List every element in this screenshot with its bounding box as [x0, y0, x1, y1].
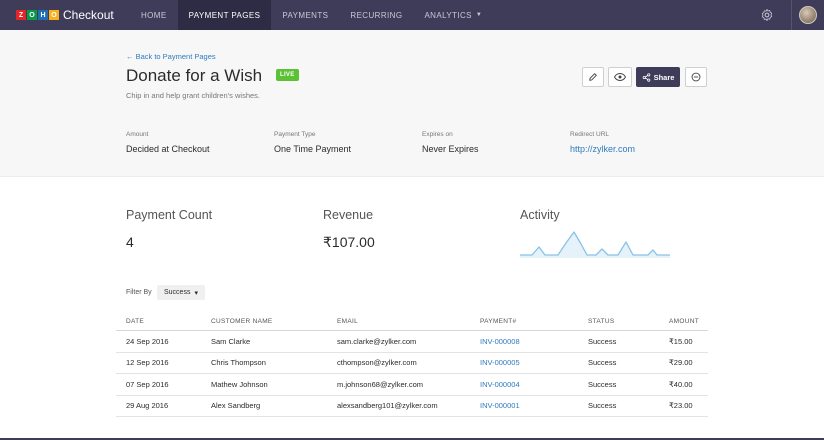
chevron-down-icon: ▾: [194, 289, 198, 297]
eye-icon: [614, 72, 626, 82]
activity-sparkline: [520, 231, 670, 258]
table-row[interactable]: 24 Sep 2016 Sam Clarke sam.clarke@zylker…: [116, 331, 708, 353]
payment-count-value: 4: [126, 234, 134, 250]
nav-home[interactable]: HOME: [130, 0, 178, 30]
column-header-payment[interactable]: PAYMENT#: [480, 317, 517, 325]
nav-home-label: HOME: [141, 10, 167, 20]
meta-expires-on-value: Never Expires: [422, 144, 479, 154]
table-row[interactable]: 29 Aug 2016 Alex Sandberg alexsandberg10…: [116, 396, 708, 417]
cell-date: 12 Sep 2016: [126, 358, 169, 368]
payments-table: DATE CUSTOMER NAME EMAIL PAYMENT# STATUS…: [116, 312, 708, 417]
payment-link[interactable]: INV-000004: [480, 379, 520, 389]
nav-analytics[interactable]: ANALYTICS ▼: [413, 0, 493, 30]
meta-expires-on-label: Expires on: [422, 131, 453, 138]
payment-link[interactable]: INV-000008: [480, 336, 520, 346]
nav-analytics-label: ANALYTICS: [424, 10, 472, 20]
activity-stat: Activity: [520, 208, 560, 222]
cell-customer-name: Alex Sandberg: [211, 401, 261, 411]
cell-customer-name: Chris Thompson: [211, 358, 266, 368]
logo-letter: H: [38, 10, 48, 20]
logo-letter: Z: [16, 10, 26, 20]
column-header-email[interactable]: EMAIL: [337, 317, 359, 325]
payment-page-header: ← Back to Payment Pages Donate for a Wis…: [0, 30, 824, 177]
nav-recurring-label: RECURRING: [350, 10, 403, 20]
meta-redirect-url-label: Redirect URL: [570, 131, 610, 138]
cell-date: 29 Aug 2016: [126, 401, 169, 411]
filter-by-label: Filter By: [126, 289, 152, 296]
nav-recurring[interactable]: RECURRING: [339, 0, 413, 30]
share-icon: [642, 72, 650, 82]
meta-payment-type: Payment Type One Time Payment: [274, 131, 351, 154]
payment-count-stat: Payment Count 4: [126, 208, 212, 250]
cell-amount: ₹29.00: [669, 358, 693, 368]
bottom-border: [0, 438, 824, 440]
payment-link[interactable]: INV-000001: [480, 401, 520, 411]
table-header-row: DATE CUSTOMER NAME EMAIL PAYMENT# STATUS…: [116, 312, 708, 331]
payment-link[interactable]: INV-000005: [480, 358, 520, 368]
product-name: Checkout: [63, 8, 114, 22]
cell-amount: ₹23.00: [669, 401, 693, 411]
nav-payment-pages[interactable]: PAYMENT PAGES: [177, 0, 272, 30]
avatar: [799, 6, 817, 24]
circle-minus-icon: [691, 72, 701, 82]
redirect-url-link[interactable]: http://zylker.com: [570, 144, 636, 154]
chevron-down-icon: ▼: [475, 12, 483, 18]
pencil-icon: [589, 73, 597, 81]
status-filter-value: Success: [164, 289, 191, 296]
user-menu[interactable]: [791, 0, 824, 30]
page-title: Donate for a Wish: [126, 66, 263, 85]
meta-expires-on: Expires on Never Expires: [422, 131, 479, 154]
edit-button[interactable]: [582, 67, 604, 87]
meta-payment-type-label: Payment Type: [274, 131, 316, 138]
cell-email: cthompson@zylker.com: [337, 358, 417, 368]
column-header-amount[interactable]: AMOUNT: [669, 317, 699, 325]
cell-date: 24 Sep 2016: [126, 336, 169, 346]
preview-button[interactable]: [608, 67, 632, 87]
meta-amount: Amount Decided at Checkout: [126, 131, 210, 154]
meta-redirect-url: Redirect URL http://zylker.com: [570, 131, 635, 154]
nav-payments-label: PAYMENTS: [282, 10, 329, 20]
revenue-value: ₹107.00: [323, 234, 375, 250]
top-navbar: Z O H O Checkout HOME PAYMENT PAGES PAYM…: [0, 0, 824, 30]
nav-payments[interactable]: PAYMENTS: [271, 0, 339, 30]
share-button-label: Share: [653, 72, 675, 82]
meta-amount-value: Decided at Checkout: [126, 144, 210, 154]
revenue-label: Revenue: [323, 208, 374, 222]
cell-customer-name: Sam Clarke: [211, 336, 251, 346]
nav-payment-pages-label: PAYMENT PAGES: [188, 10, 261, 20]
cell-status: Success: [588, 358, 617, 368]
more-options-button[interactable]: [685, 67, 707, 87]
cell-amount: ₹15.00: [669, 336, 693, 346]
page-description: Chip in and help grant children's wishes…: [126, 91, 261, 100]
cell-amount: ₹40.00: [669, 379, 693, 389]
table-row[interactable]: 12 Sep 2016 Chris Thompson cthompson@zyl…: [116, 353, 708, 374]
logo-letter: O: [27, 10, 37, 20]
main-nav: HOME PAYMENT PAGES PAYMENTS RECURRING AN…: [130, 0, 493, 30]
table-row[interactable]: 07 Sep 2016 Mathew Johnson m.johnson68@z…: [116, 374, 708, 396]
meta-payment-type-value: One Time Payment: [274, 144, 352, 154]
zoho-logo-letters: Z O H O: [16, 10, 59, 20]
cell-email: alexsandberg101@zylker.com: [337, 401, 438, 411]
column-header-date[interactable]: DATE: [126, 317, 145, 325]
cell-email: sam.clarke@zylker.com: [337, 336, 417, 346]
cell-customer-name: Mathew Johnson: [211, 379, 268, 389]
cell-status: Success: [588, 336, 617, 346]
activity-label: Activity: [520, 208, 560, 222]
status-badge: LIVE: [276, 69, 299, 81]
status-filter-dropdown[interactable]: Success ▾: [157, 285, 205, 300]
cell-status: Success: [588, 401, 617, 411]
zoho-checkout-logo[interactable]: Z O H O Checkout: [16, 8, 116, 22]
gear-icon[interactable]: [760, 8, 774, 22]
column-header-status[interactable]: STATUS: [588, 317, 615, 325]
share-button[interactable]: Share: [636, 67, 680, 87]
revenue-stat: Revenue ₹107.00: [323, 208, 375, 251]
meta-amount-label: Amount: [126, 131, 149, 138]
column-header-customer-name[interactable]: CUSTOMER NAME: [211, 317, 273, 325]
payment-count-label: Payment Count: [126, 208, 213, 222]
cell-status: Success: [588, 379, 617, 389]
back-to-payment-pages-link[interactable]: ← Back to Payment Pages: [126, 52, 216, 61]
logo-letter: O: [49, 10, 59, 20]
cell-date: 07 Sep 2016: [126, 379, 169, 389]
cell-email: m.johnson68@zylker.com: [337, 379, 423, 389]
